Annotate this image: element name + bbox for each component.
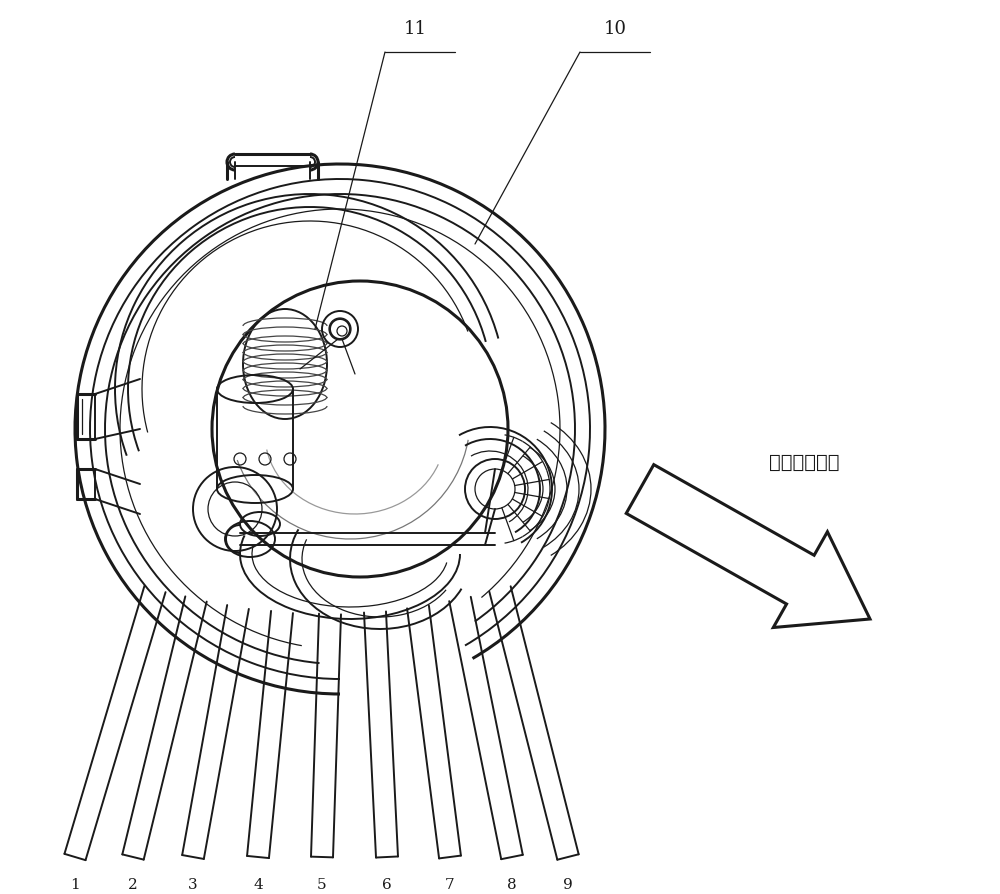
Text: 9: 9	[563, 877, 573, 891]
Polygon shape	[626, 465, 870, 628]
Text: 7: 7	[445, 877, 455, 891]
Text: 混合气流方向: 混合气流方向	[769, 452, 840, 471]
Text: 11: 11	[404, 20, 427, 38]
Text: 1: 1	[70, 877, 80, 891]
Text: 4: 4	[253, 877, 263, 891]
Text: 10: 10	[604, 20, 626, 38]
Text: 5: 5	[317, 877, 327, 891]
Text: 2: 2	[128, 877, 138, 891]
Text: 8: 8	[507, 877, 517, 891]
Text: 3: 3	[188, 877, 198, 891]
Text: 6: 6	[382, 877, 392, 891]
